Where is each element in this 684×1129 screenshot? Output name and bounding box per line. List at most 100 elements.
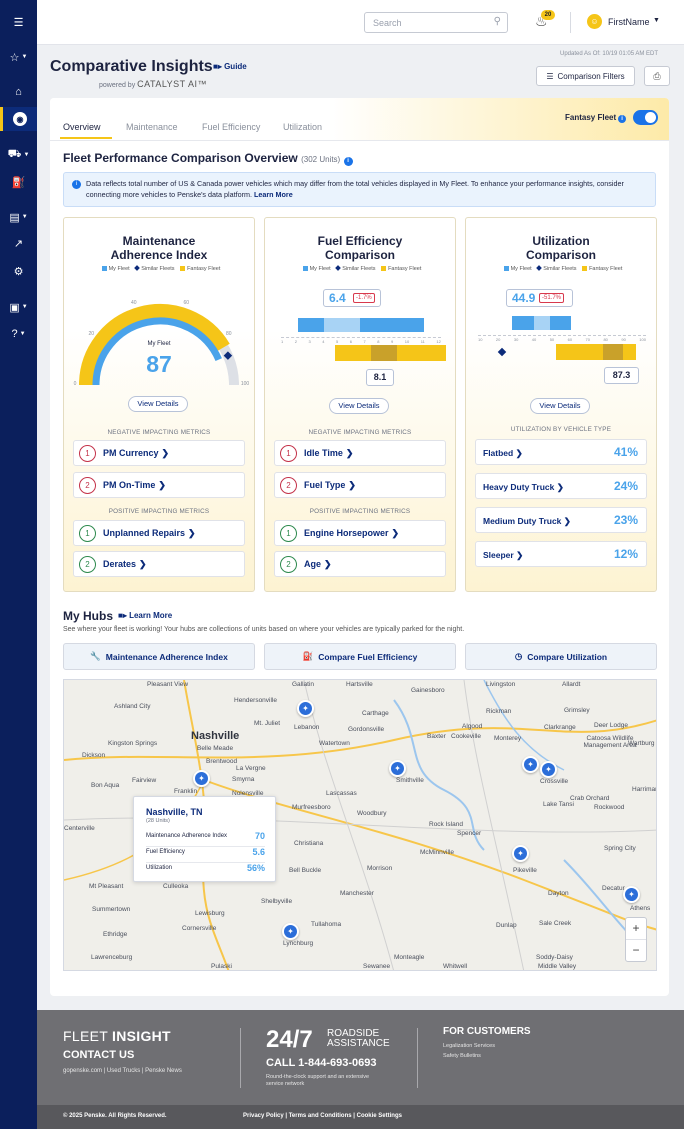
rank-badge: 1: [79, 445, 96, 462]
map-place-label: Pleasant View: [147, 681, 189, 688]
maintenance-adherence-button[interactable]: 🔧 Maintenance Adherence Index: [63, 643, 255, 670]
fuel-icon[interactable]: ⛽: [11, 176, 26, 189]
footer-link-safety[interactable]: Safety Bulletins: [443, 1053, 481, 1059]
metric-idle-time[interactable]: 1 Idle Time ❯: [274, 440, 446, 466]
hub-pin-icon[interactable]: ✦: [623, 886, 640, 903]
utilization-row-flatbed[interactable]: Flatbed ❯ 41%: [475, 439, 647, 465]
avatar[interactable]: ☺: [587, 14, 602, 29]
contact-us-heading[interactable]: CONTACT US: [63, 1049, 135, 1061]
utilization-row-heavy-duty-truck[interactable]: Heavy Duty Truck ❯ 24%: [475, 473, 647, 499]
utilization-row-sleeper[interactable]: Sleeper ❯ 12%: [475, 541, 647, 567]
utilization-by-type-heading: UTILIZATION BY VEHICLE TYPE: [510, 426, 612, 433]
gauge-label: My Fleet: [147, 341, 171, 347]
hub-pin-icon[interactable]: ✦: [540, 761, 557, 778]
legend: My Fleet Similar Fleets Fantasy Fleet: [265, 265, 455, 272]
legend-swatch-fantasy: [582, 266, 588, 271]
roadside-247: 24/7: [266, 1026, 313, 1053]
roadside-phone[interactable]: CALL 1-844-693-0693: [266, 1057, 377, 1069]
search-input[interactable]: [373, 18, 483, 28]
legal-links[interactable]: Privacy Policy | Terms and Conditions | …: [243, 1113, 402, 1119]
menu-icon[interactable]: ☰: [13, 16, 24, 29]
map-place-label: Bon Aqua: [91, 782, 120, 789]
map-place-label: Mt. Juliet: [254, 720, 281, 727]
map-place-label: Lewisburg: [195, 910, 225, 917]
user-name[interactable]: FirstName: [608, 17, 650, 27]
print-button[interactable]: ⎙: [644, 66, 670, 86]
map-place-label: Monteagle: [394, 954, 425, 961]
fantasy-value-box: 8.1: [366, 369, 394, 386]
catalyst-logo: CATALYST AI™: [137, 79, 208, 89]
map-place-label: Watertown: [319, 740, 350, 747]
hub-pin-icon[interactable]: ✦: [297, 700, 314, 717]
chevron-right-icon: ❯: [391, 528, 400, 538]
popup-city: Nashville, TN: [146, 807, 203, 817]
favorites-icon[interactable]: ☆ ▼: [9, 51, 28, 64]
fantasy-fleet-toggle[interactable]: [633, 110, 658, 125]
compare-utilization-button[interactable]: ◷ Compare Utilization: [465, 643, 657, 670]
copyright: © 2025 Penske. All Rights Reserved.: [63, 1113, 167, 1119]
tab-overview[interactable]: Overview: [63, 122, 101, 132]
hub-pin-icon[interactable]: ✦: [512, 845, 529, 862]
fuel-pump-icon: ⛽: [302, 651, 314, 661]
tab-utilization[interactable]: Utilization: [283, 122, 323, 132]
hub-pin-icon[interactable]: ✦: [282, 923, 299, 940]
insights-icon[interactable]: ◉: [0, 107, 37, 131]
view-details-button[interactable]: View Details: [128, 396, 188, 412]
tab-maintenance[interactable]: Maintenance: [126, 122, 178, 132]
map-place-label: Wartburg: [628, 740, 655, 747]
hub-pin-icon[interactable]: ✦: [389, 760, 406, 777]
fantasy-value-box: 87.3: [604, 367, 639, 384]
metric-fuel-type[interactable]: 2 Fuel Type ❯: [274, 472, 446, 498]
hub-pin-icon[interactable]: ✦: [193, 770, 210, 787]
view-details-button[interactable]: View Details: [329, 398, 389, 414]
zoom-in-button[interactable]: +: [626, 918, 646, 940]
legend-swatch-my-fleet: [101, 266, 107, 271]
footer-link-legalization[interactable]: Legalization Services: [443, 1043, 495, 1049]
utilization-row-medium-duty-truck[interactable]: Medium Duty Truck ❯ 23%: [475, 507, 647, 533]
chevron-down-icon[interactable]: ▼: [653, 17, 660, 24]
info-icon[interactable]: i: [618, 115, 627, 123]
hubs-learn-more-link[interactable]: ■▸ Learn More: [118, 611, 173, 620]
chart-icon[interactable]: ↗: [13, 237, 24, 250]
zoom-out-button[interactable]: −: [632, 943, 640, 957]
search-box[interactable]: ⚲: [364, 12, 508, 33]
hub-pin-icon[interactable]: ✦: [522, 756, 539, 773]
map-place-label: Rock Island: [429, 821, 463, 828]
document-icon[interactable]: ▤ ▼: [9, 211, 28, 224]
metric-age[interactable]: 2 Age ❯: [274, 551, 446, 577]
metric-engine-horsepower[interactable]: 1 Engine Horsepower ❯: [274, 520, 446, 546]
compare-fuel-button[interactable]: ⛽ Compare Fuel Efficiency: [264, 643, 456, 670]
info-icon: i: [72, 180, 81, 189]
location-icon[interactable]: ⚙: [13, 265, 24, 278]
rank-badge: 1: [280, 525, 297, 542]
maintenance-card: Maintenance Adherence Index My Fleet Simi…: [63, 217, 255, 592]
my-fleet-bar: [512, 316, 571, 330]
metric-unplanned-repairs[interactable]: 1 Unplanned Repairs ❯: [73, 520, 245, 546]
fantasy-range-highlight: [603, 344, 623, 360]
metric-derates[interactable]: 2 Derates ❯: [73, 551, 245, 577]
hubs-map[interactable]: Pleasant View Hendersonville Gallatin Harts…: [63, 679, 657, 971]
notification-badge: 20: [541, 10, 555, 20]
help-icon[interactable]: ? ▼: [11, 328, 26, 340]
guide-link[interactable]: ■▸ Guide: [213, 62, 247, 71]
map-place-label: Gainesboro: [411, 687, 445, 694]
home-icon[interactable]: ⌂: [15, 86, 22, 98]
wrench-icon: 🔧: [90, 651, 101, 661]
metric-pm-currency[interactable]: 1 PM Currency ❯: [73, 440, 245, 466]
truck-icon[interactable]: ⛟ ▼: [7, 148, 30, 160]
map-place-label: McMinnville: [420, 849, 454, 856]
learn-more-link[interactable]: Learn More: [253, 190, 293, 199]
info-icon[interactable]: i: [343, 157, 353, 166]
search-icon[interactable]: ⚲: [493, 16, 501, 27]
briefcase-icon[interactable]: ▣ ▼: [9, 301, 28, 314]
map-place-label: Ethridge: [103, 931, 128, 938]
map-place-label: Middle Valley: [538, 963, 577, 970]
metric-pm-on-time[interactable]: 2 PM On-Time ❯: [73, 472, 245, 498]
negative-metrics-heading: NEGATIVE IMPACTING METRICS: [308, 429, 412, 436]
footer-links[interactable]: gopenske.com | Used Trucks | Penske News: [63, 1068, 182, 1074]
map-place-label: Dayton: [548, 890, 569, 897]
tab-fuel-efficiency[interactable]: Fuel Efficiency: [202, 122, 261, 132]
gauge-value: 87: [146, 351, 172, 377]
comparison-filters-button[interactable]: ☰ Comparison Filters: [536, 66, 635, 86]
view-details-button[interactable]: View Details: [530, 398, 590, 414]
